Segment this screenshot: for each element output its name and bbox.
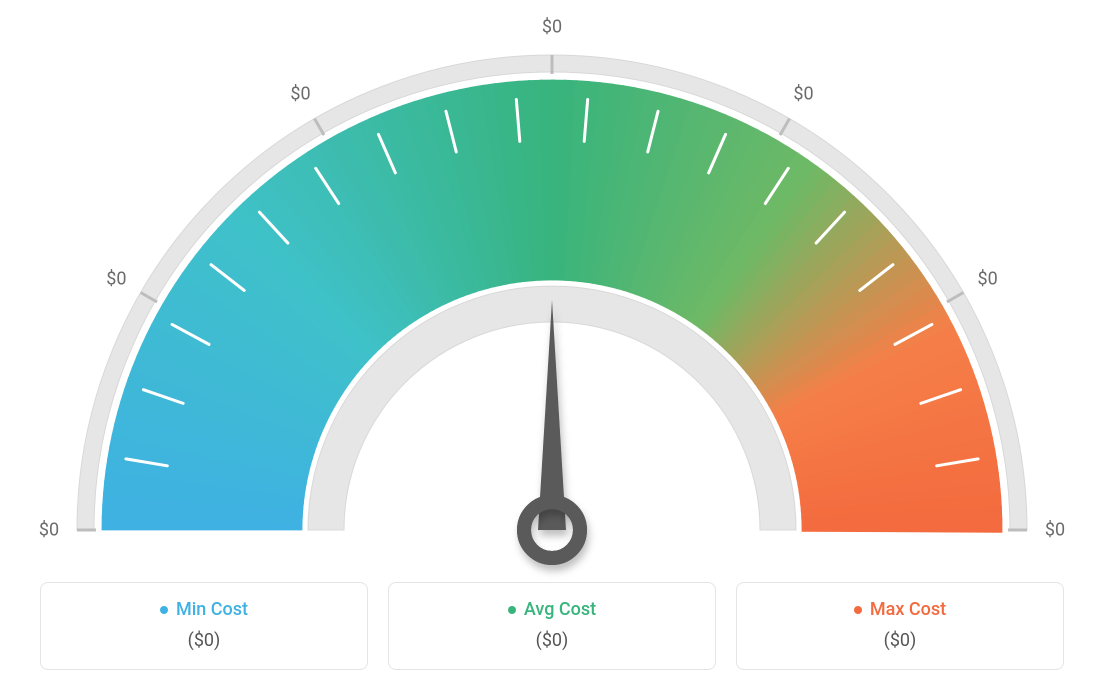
legend-label-avg: Avg Cost: [524, 599, 596, 620]
gauge-chart: [32, 20, 1072, 580]
scale-label: $0: [290, 84, 310, 105]
scale-label: $0: [106, 268, 126, 289]
legend-card-max: Max Cost ($0): [736, 582, 1064, 671]
legend-value-avg: ($0): [389, 630, 715, 651]
scale-label: $0: [542, 17, 562, 38]
scale-label: $0: [977, 268, 997, 289]
gauge-area: $0 $0 $0 $0 $0 $0 $0: [0, 0, 1104, 560]
scale-label: $0: [793, 84, 813, 105]
legend-row: Min Cost ($0) Avg Cost ($0) Max Cost ($0…: [40, 582, 1064, 671]
scale-label: $0: [39, 520, 59, 541]
legend-value-min: ($0): [41, 630, 367, 651]
legend-card-min: Min Cost ($0): [40, 582, 368, 671]
legend-title-min: Min Cost: [160, 599, 248, 620]
legend-label-max: Max Cost: [870, 599, 946, 620]
legend-value-max: ($0): [737, 630, 1063, 651]
legend-dot-min: [160, 606, 168, 614]
scale-label: $0: [1045, 520, 1065, 541]
legend-title-avg: Avg Cost: [508, 599, 596, 620]
cost-gauge-widget: $0 $0 $0 $0 $0 $0 $0 Min Cost ($0) Avg Cost ($…: [0, 0, 1104, 690]
legend-dot-max: [854, 606, 862, 614]
legend-label-min: Min Cost: [176, 599, 248, 620]
legend-dot-avg: [508, 606, 516, 614]
legend-card-avg: Avg Cost ($0): [388, 582, 716, 671]
legend-title-max: Max Cost: [854, 599, 946, 620]
